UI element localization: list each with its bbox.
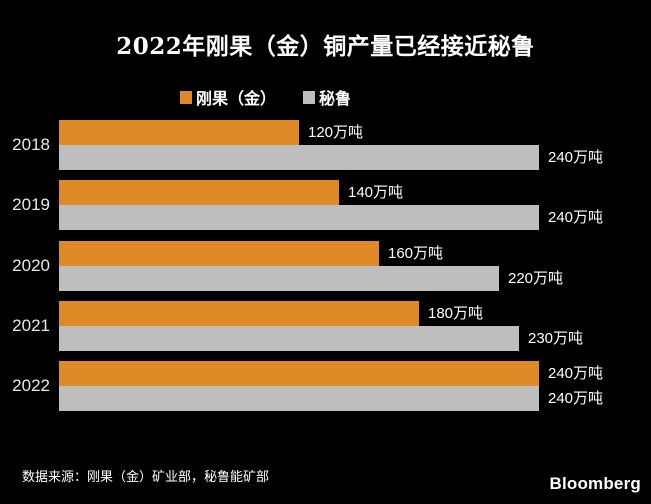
congo-bar (59, 120, 299, 145)
legend-label-peru: 秘鲁 (319, 89, 352, 108)
value-label: 240万吨 (548, 149, 604, 166)
value-label: 120万吨 (308, 124, 364, 141)
peru-swatch-icon (303, 90, 316, 104)
legend-item-peru: 秘鲁 (303, 85, 351, 109)
year-label: 2020 (12, 256, 50, 275)
value-label: 240万吨 (548, 390, 604, 407)
year-label: 2018 (12, 135, 50, 154)
year-label: 2021 (12, 316, 50, 335)
year-label: 2019 (12, 195, 50, 214)
congo-swatch-icon (180, 90, 192, 104)
year-label: 2022 (12, 376, 50, 395)
peru-bar (59, 145, 539, 170)
peru-bar (59, 326, 519, 351)
congo-bar (59, 180, 339, 205)
peru-bar (59, 386, 539, 411)
chart-title: 2022年刚果（金）铜产量已经接近秘鲁 (116, 33, 535, 60)
value-label: 230万吨 (528, 330, 584, 347)
congo-bar (59, 301, 419, 326)
legend-item-congo: 刚果（金） (180, 85, 276, 109)
legend: 刚果（金） 秘鲁 (180, 85, 351, 109)
value-label: 240万吨 (548, 209, 604, 226)
peru-bar (59, 266, 499, 291)
value-label: 140万吨 (348, 184, 404, 201)
value-label: 240万吨 (548, 365, 604, 382)
plot-area: 2018 120万吨 240万吨 2019 140万吨 240万吨 2020 160万吨 220… (0, 120, 651, 412)
value-label: 220万吨 (508, 270, 564, 287)
congo-bar (59, 241, 379, 266)
legend-label-congo: 刚果（金） (196, 89, 277, 108)
value-label: 180万吨 (428, 305, 484, 322)
source-note: 数据来源：刚果（金）矿业部，秘鲁能矿部 (22, 469, 270, 484)
bloomberg-logo: Bloomberg (549, 474, 641, 493)
peru-bar (59, 205, 539, 230)
value-label: 160万吨 (388, 245, 444, 262)
congo-bar (59, 361, 539, 386)
